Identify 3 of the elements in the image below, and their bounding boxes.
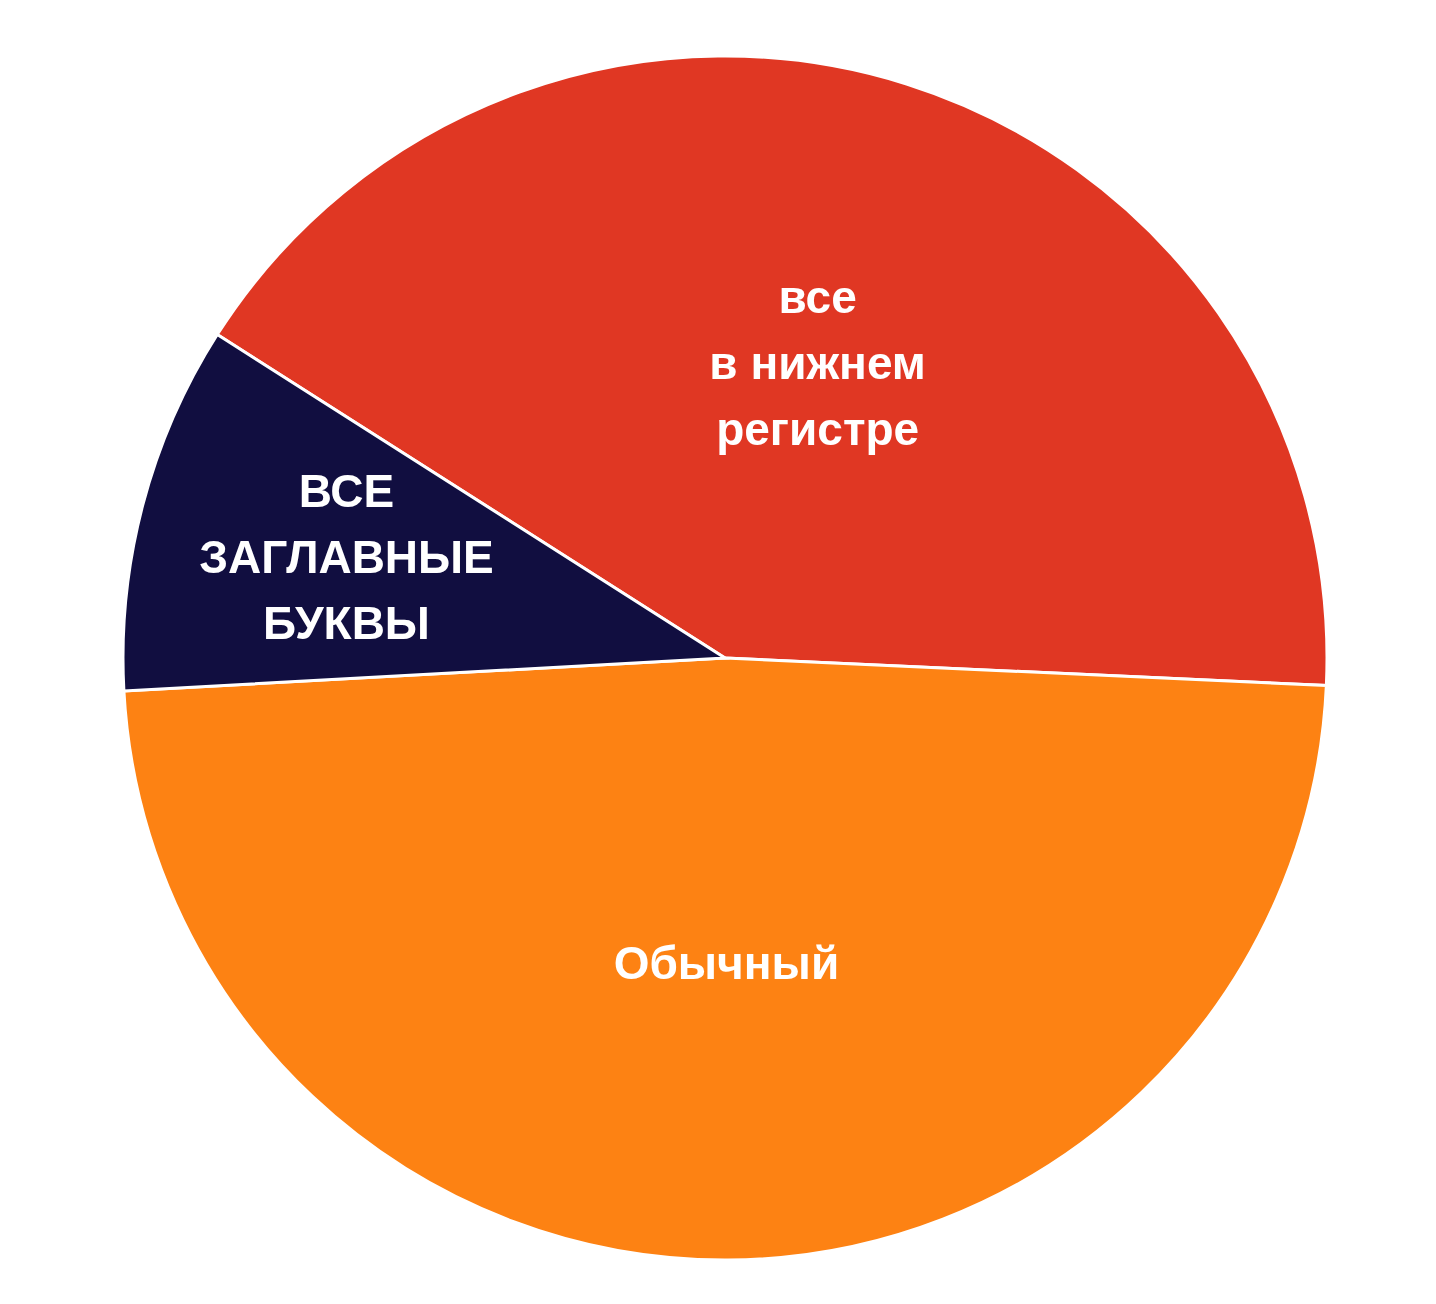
slice-label: все в нижнем регистре (709, 271, 926, 456)
slice-label: ВСЕ ЗАГЛАВНЫЕ БУКВЫ (199, 464, 494, 649)
slice-label: Обычный (613, 937, 840, 990)
